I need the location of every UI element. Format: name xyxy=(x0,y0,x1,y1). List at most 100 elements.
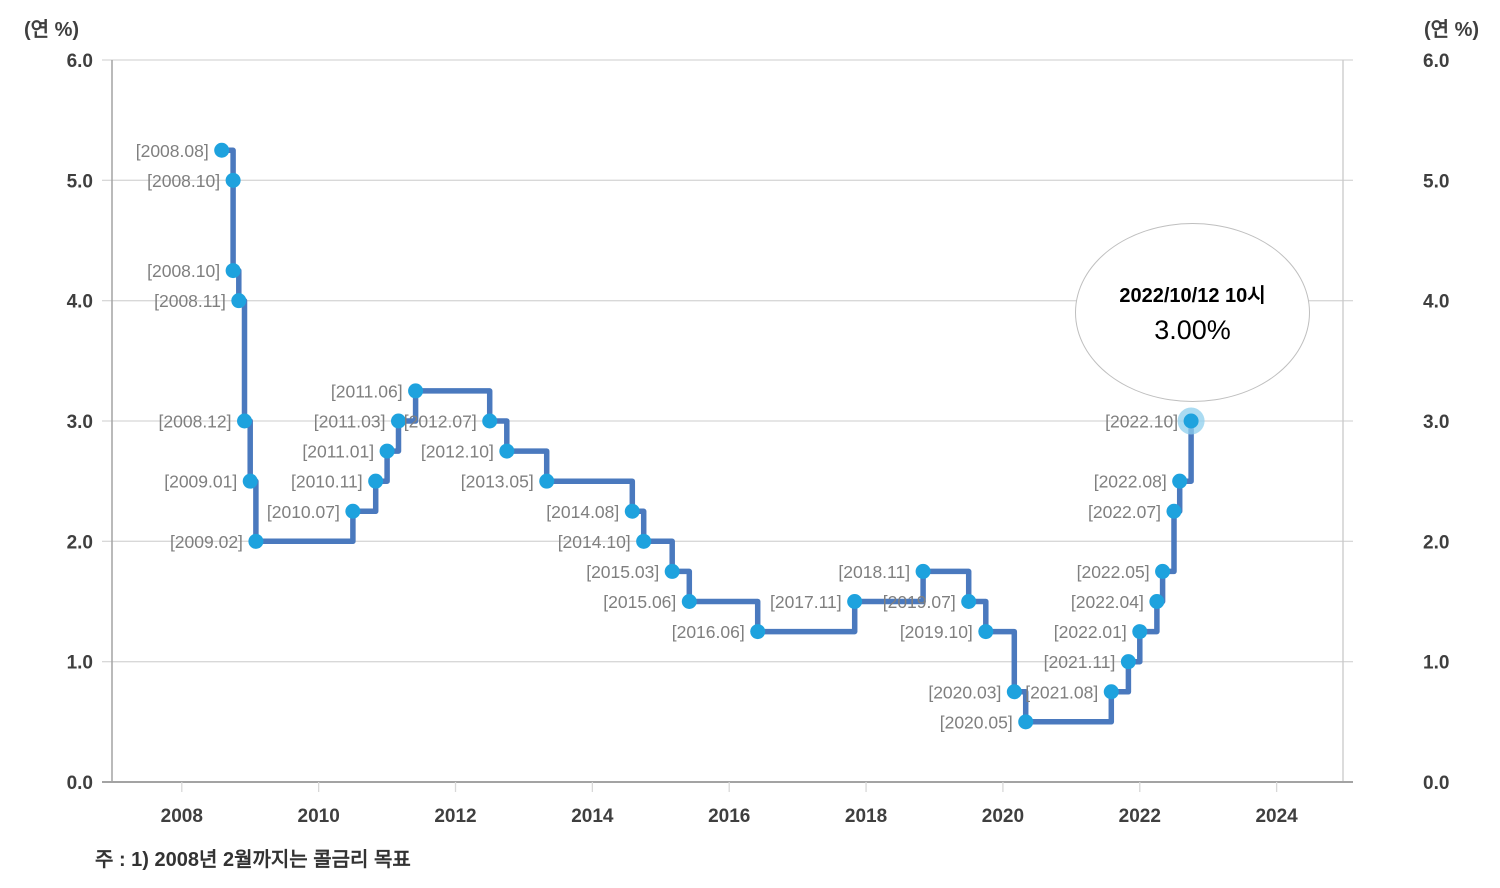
data-point-label: [2008.10] xyxy=(147,261,220,281)
y-tick-label-left: 0.0 xyxy=(67,773,93,794)
data-point-marker xyxy=(390,413,406,429)
y-tick-label-left: 3.0 xyxy=(67,412,93,433)
data-point-marker xyxy=(379,443,395,459)
data-point-label: [2008.11] xyxy=(154,291,226,311)
data-point-marker xyxy=(499,443,515,459)
data-point-marker xyxy=(242,473,258,489)
y-axis-unit-label-left: (연 %) xyxy=(24,19,80,41)
data-point-label: [2008.08] xyxy=(136,141,209,161)
data-point-marker xyxy=(225,172,241,188)
data-point-marker xyxy=(664,563,680,579)
y-tick-label-right: 4.0 xyxy=(1423,292,1449,313)
data-point-label: [2015.03] xyxy=(586,562,659,582)
data-point-label: [2009.02] xyxy=(170,532,243,552)
data-point-marker xyxy=(248,533,264,549)
data-point-label: [2014.10] xyxy=(558,532,631,552)
data-point-label: [2012.07] xyxy=(404,412,477,432)
data-point-marker xyxy=(368,473,384,489)
data-point-label: [2011.01] xyxy=(302,442,374,462)
data-point-marker xyxy=(961,594,977,609)
data-point-marker xyxy=(237,413,253,429)
data-point-label: [2017.11] xyxy=(770,592,842,612)
data-point-marker xyxy=(1103,684,1119,700)
footnote: 주 : 1) 2008년 2월까지는 콜금리 목표 xyxy=(95,849,411,871)
data-point-label: [2022.04] xyxy=(1071,592,1144,612)
data-point-label: [2012.10] xyxy=(421,442,494,462)
data-point-marker xyxy=(1132,624,1148,640)
data-point-label: [2021.08] xyxy=(1025,682,1098,702)
y-tick-label-right: 6.0 xyxy=(1423,51,1449,72)
data-point-label: [2008.12] xyxy=(159,412,232,432)
data-point-label: [2016.06] xyxy=(672,622,745,642)
y-tick-label-left: 5.0 xyxy=(67,171,93,192)
data-point-label: [2019.07] xyxy=(883,592,956,612)
data-point-marker xyxy=(1018,714,1034,730)
data-point-label: [2022.07] xyxy=(1088,502,1161,522)
data-point-marker xyxy=(681,594,697,609)
data-point-marker xyxy=(1183,413,1199,429)
y-tick-label-right: 2.0 xyxy=(1423,532,1449,553)
y-tick-label-right: 5.0 xyxy=(1423,171,1449,192)
data-point-label: [2020.03] xyxy=(928,682,1001,702)
data-point-label: [2010.11] xyxy=(291,472,363,492)
annotation-bubble: 2022/10/12 10시 3.00% xyxy=(1075,223,1310,402)
y-tick-label-left: 6.0 xyxy=(67,51,93,72)
data-point-label: [2022.05] xyxy=(1077,562,1150,582)
data-point-label: [2010.07] xyxy=(267,502,340,522)
data-point-marker xyxy=(1155,563,1171,579)
x-tick-label: 2018 xyxy=(845,806,887,827)
data-point-label: [2022.10] xyxy=(1105,412,1178,432)
data-point-marker xyxy=(482,413,498,429)
data-point-label: [2022.08] xyxy=(1094,472,1167,492)
data-point-marker xyxy=(225,263,241,279)
data-point-label: [2019.10] xyxy=(900,622,973,642)
data-point-marker xyxy=(915,563,931,579)
data-point-label: [2013.05] xyxy=(461,472,534,492)
x-tick-label: 2014 xyxy=(571,806,614,827)
data-point-label: [2022.01] xyxy=(1054,622,1127,642)
data-point-marker xyxy=(1120,654,1136,670)
y-tick-label-left: 2.0 xyxy=(67,532,93,553)
data-point-marker xyxy=(624,503,640,519)
annotation-rate: 3.00% xyxy=(1154,315,1231,345)
data-point-label: [2021.11] xyxy=(1044,652,1116,672)
data-point-marker xyxy=(636,533,652,549)
rate-step-line xyxy=(218,147,1194,725)
y-tick-label-left: 4.0 xyxy=(67,292,93,313)
data-point-marker xyxy=(408,383,424,399)
data-point-label: [2018.11] xyxy=(838,562,910,582)
data-point-marker xyxy=(978,624,994,640)
data-point-marker xyxy=(539,473,555,489)
data-point-marker xyxy=(1006,684,1022,700)
data-point-marker xyxy=(1166,503,1182,519)
annotation-datetime: 2022/10/12 10시 xyxy=(1119,285,1266,307)
data-point-label: [2009.01] xyxy=(164,472,237,492)
data-point-marker xyxy=(1149,594,1165,609)
data-point-label: [2011.03] xyxy=(314,412,386,432)
x-tick-label: 2010 xyxy=(298,806,340,827)
x-tick-label: 2012 xyxy=(434,806,476,827)
x-tick-label: 2022 xyxy=(1119,806,1161,827)
y-tick-label-right: 0.0 xyxy=(1423,773,1449,794)
data-point-marker xyxy=(1172,473,1188,489)
data-point-label: [2020.05] xyxy=(940,712,1013,732)
x-tick-label: 2016 xyxy=(708,806,750,827)
y-tick-label-left: 1.0 xyxy=(67,653,93,674)
data-point-marker xyxy=(847,594,863,609)
y-axis-unit-label-right: (연 %) xyxy=(1424,19,1480,41)
data-point-label: [2008.10] xyxy=(147,171,220,191)
data-point-label: [2014.08] xyxy=(546,502,619,522)
y-tick-label-right: 3.0 xyxy=(1423,412,1449,433)
data-point-marker xyxy=(231,293,247,309)
x-tick-label: 2024 xyxy=(1255,806,1298,827)
x-tick-label: 2020 xyxy=(982,806,1024,827)
data-point-marker xyxy=(345,503,361,519)
data-point-marker xyxy=(750,624,766,640)
y-tick-label-right: 1.0 xyxy=(1423,653,1449,674)
data-point-label: [2015.06] xyxy=(603,592,676,612)
data-point-marker xyxy=(214,142,230,158)
x-tick-label: 2008 xyxy=(161,806,203,827)
data-point-label: [2011.06] xyxy=(331,381,403,401)
